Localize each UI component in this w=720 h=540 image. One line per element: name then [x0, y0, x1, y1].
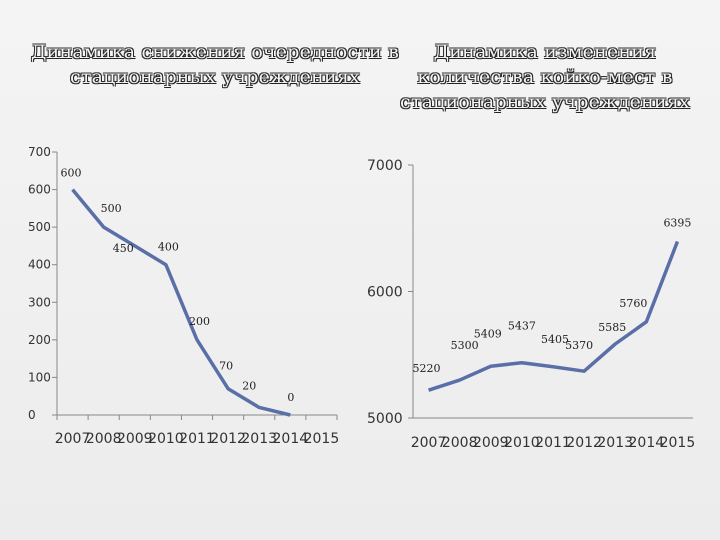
left-y-tick-label: 100 — [28, 370, 51, 384]
left-chart-title: Динамика снижения очередности в стациона… — [30, 41, 400, 88]
left-data-label: 400 — [158, 241, 179, 254]
left-y-tick-label: 500 — [28, 220, 51, 234]
left-x-tick-label: 2015 — [304, 431, 340, 447]
right-data-label: 5300 — [451, 339, 479, 352]
right-x-tick-label: 2015 — [660, 435, 696, 451]
left-x-tick-label: 2008 — [86, 431, 122, 447]
left-data-label: 600 — [61, 167, 82, 180]
right-y-tick-label: 5000 — [367, 411, 403, 427]
left-x-tick-label: 2012 — [210, 431, 246, 447]
left-x-tick-label: 2007 — [55, 431, 91, 447]
left-x-tick-label: 2010 — [148, 431, 184, 447]
right-x-tick-label: 2011 — [535, 435, 571, 451]
left-data-label: 450 — [113, 242, 134, 255]
left-x-tick-label: 2013 — [241, 431, 277, 447]
right-chart-title: Динамика изменения количества койко-мест… — [400, 41, 690, 113]
left-data-label: 0 — [287, 391, 294, 404]
left-y-tick-label: 200 — [28, 333, 51, 347]
right-x-tick-label: 2014 — [629, 435, 665, 451]
right-data-label: 6395 — [663, 217, 691, 230]
right-data-label: 5370 — [565, 339, 593, 352]
right-x-tick-label: 2012 — [566, 435, 602, 451]
right-x-tick-label: 2008 — [442, 435, 478, 451]
left-y-tick-label: 700 — [28, 145, 51, 159]
left-data-label: 70 — [219, 360, 233, 373]
right-x-tick-label: 2007 — [411, 435, 447, 451]
left-y-tick-label: 0 — [28, 408, 36, 422]
right-data-label: 5585 — [598, 321, 626, 334]
right-x-tick-label: 2010 — [504, 435, 540, 451]
right-data-label: 5405 — [541, 333, 569, 346]
left-data-label: 20 — [242, 379, 256, 392]
left-y-tick-label: 400 — [28, 258, 51, 272]
left-x-tick-label: 2011 — [179, 431, 215, 447]
left-x-tick-label: 2009 — [117, 431, 153, 447]
right-data-label: 5220 — [413, 362, 441, 375]
right-series-line — [428, 240, 680, 392]
left-series-line — [71, 188, 291, 417]
right-x-tick-label: 2009 — [473, 435, 509, 451]
right-data-label: 5760 — [619, 297, 647, 310]
right-x-tick-label: 2013 — [597, 435, 633, 451]
right-data-label: 5437 — [508, 320, 536, 333]
right-data-label: 5409 — [474, 327, 502, 340]
left-x-tick-label: 2014 — [273, 431, 309, 447]
right-y-tick-label: 6000 — [367, 285, 403, 301]
right-y-tick-label: 7000 — [367, 158, 403, 174]
left-data-label: 200 — [189, 315, 210, 328]
left-y-tick-label: 600 — [28, 183, 51, 197]
left-y-tick-label: 300 — [28, 295, 51, 309]
left-data-label: 500 — [101, 202, 122, 215]
